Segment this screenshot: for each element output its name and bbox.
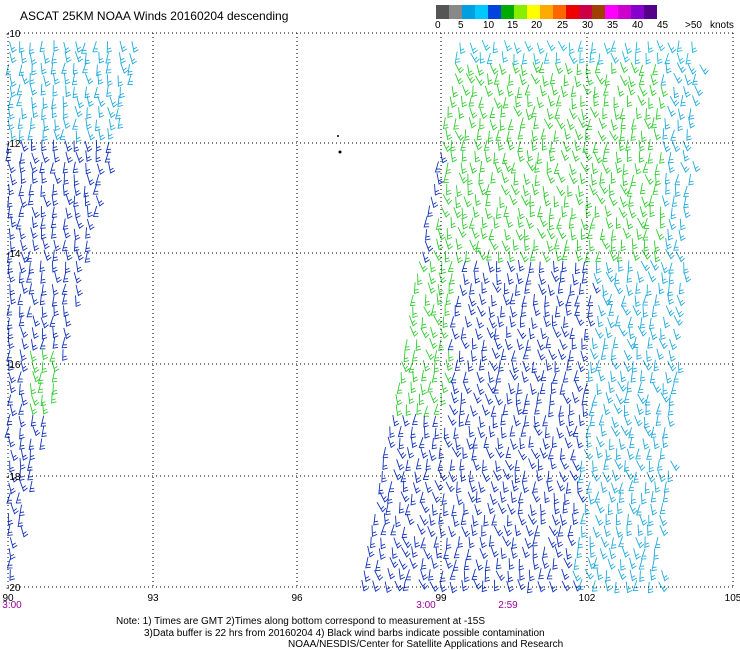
- note-line-1: Note: 1) Times are GMT 2)Times along bot…: [116, 616, 486, 627]
- legend-swatch: [592, 5, 605, 19]
- legend-label: 15: [507, 20, 519, 31]
- lat-label: -14: [6, 249, 21, 260]
- legend-label: 45: [657, 20, 669, 31]
- legend-label: 30: [582, 20, 594, 31]
- legend-swatch: [579, 5, 592, 19]
- legend-label: 10: [483, 20, 495, 31]
- legend-label: 40: [632, 20, 644, 31]
- lon-label: 99: [435, 593, 447, 604]
- time-label: 2:59: [498, 600, 518, 611]
- legend-label: 35: [607, 20, 619, 31]
- legend-swatch: [501, 5, 514, 19]
- legend-label: 25: [557, 20, 569, 31]
- legend-swatch: [475, 5, 488, 19]
- legend-swatch: [566, 5, 579, 19]
- lon-label: 102: [579, 593, 596, 604]
- legend-swatch: [436, 5, 449, 19]
- lon-label: 96: [291, 593, 303, 604]
- lat-label: -20: [6, 583, 21, 594]
- legend-unit: knots: [710, 20, 734, 31]
- lon-label: 105: [725, 593, 740, 604]
- lat-label: -12: [6, 139, 21, 150]
- legend-label: 20: [531, 20, 543, 31]
- time-label: 3:00: [416, 600, 436, 611]
- legend-swatch: [449, 5, 462, 19]
- legend-label: 0: [435, 20, 441, 31]
- note-line-3: NOAA/NESDIS/Center for Satellite Applica…: [288, 639, 564, 650]
- note-line-2: 3)Data buffer is 22 hrs from 20160204 4)…: [144, 628, 545, 639]
- legend-swatch: [631, 5, 644, 19]
- lat-label: -16: [6, 360, 21, 371]
- legend-swatch: [553, 5, 566, 19]
- wind-barbs-left-swath: [4, 40, 139, 581]
- island-marker: [337, 135, 342, 154]
- lat-label: -10: [6, 29, 21, 40]
- legend-swatch: [540, 5, 553, 19]
- legend-swatch: [514, 5, 527, 19]
- legend-label: 5: [458, 20, 464, 31]
- legend-swatch: [618, 5, 631, 19]
- color-legend: [436, 5, 657, 19]
- legend-label: >50: [685, 20, 702, 31]
- map-title: ASCAT 25KM NOAA Winds 20160204 descendin…: [20, 9, 289, 23]
- wind-barbs-right-swath: [361, 39, 709, 594]
- legend-swatch: [644, 5, 657, 19]
- lat-lon-grid: [7, 32, 734, 588]
- legend-swatch: [462, 5, 475, 19]
- time-label: 3:00: [2, 600, 22, 611]
- lon-label: 93: [147, 593, 159, 604]
- lat-label: -18: [6, 472, 21, 483]
- legend-swatch: [605, 5, 618, 19]
- legend-swatch: [488, 5, 501, 19]
- legend-swatch: [527, 5, 540, 19]
- legend-labels: 0 5 10 15 20 25 30 35 40 45 >50 knots: [430, 20, 740, 32]
- lon-label: 90: [2, 593, 14, 604]
